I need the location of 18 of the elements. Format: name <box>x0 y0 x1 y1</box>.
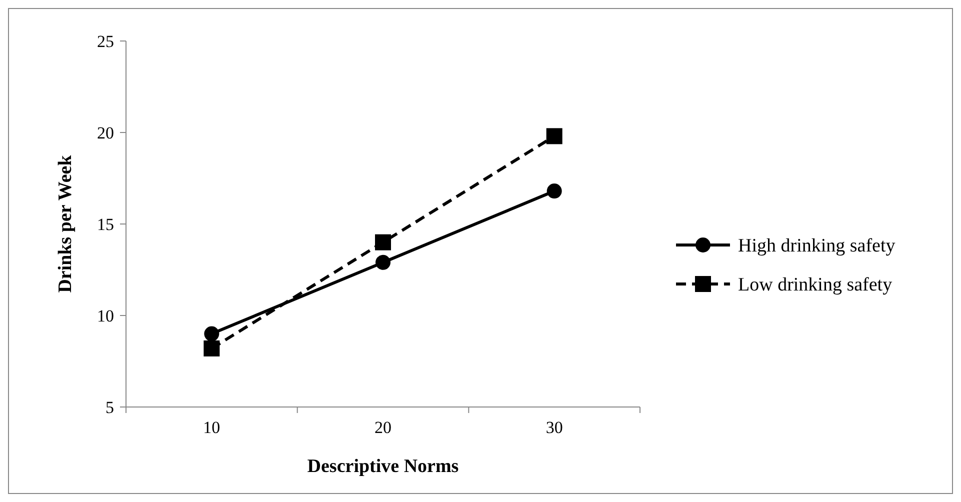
point <box>375 234 391 250</box>
legend-label: High drinking safety <box>738 236 896 257</box>
point <box>204 326 220 342</box>
y-tick-label: 25 <box>97 32 114 51</box>
point <box>376 254 390 270</box>
x-tick-label: 10 <box>203 418 220 437</box>
point <box>546 128 562 144</box>
y-tick-label: 15 <box>97 214 114 234</box>
y-tick-label: 5 <box>106 398 114 417</box>
y-tick-label: 20 <box>97 123 114 142</box>
legend-label: Low drinking safety <box>738 274 893 296</box>
y-axis-title: Drinks per Week <box>55 154 76 293</box>
y-tick-label: 10 <box>97 306 114 326</box>
point <box>546 184 562 199</box>
x-tick-label: 30 <box>546 418 563 437</box>
x-tick-label: 20 <box>374 418 392 437</box>
point <box>204 340 220 356</box>
x-axis-title: Descriptive Norms <box>307 456 459 477</box>
